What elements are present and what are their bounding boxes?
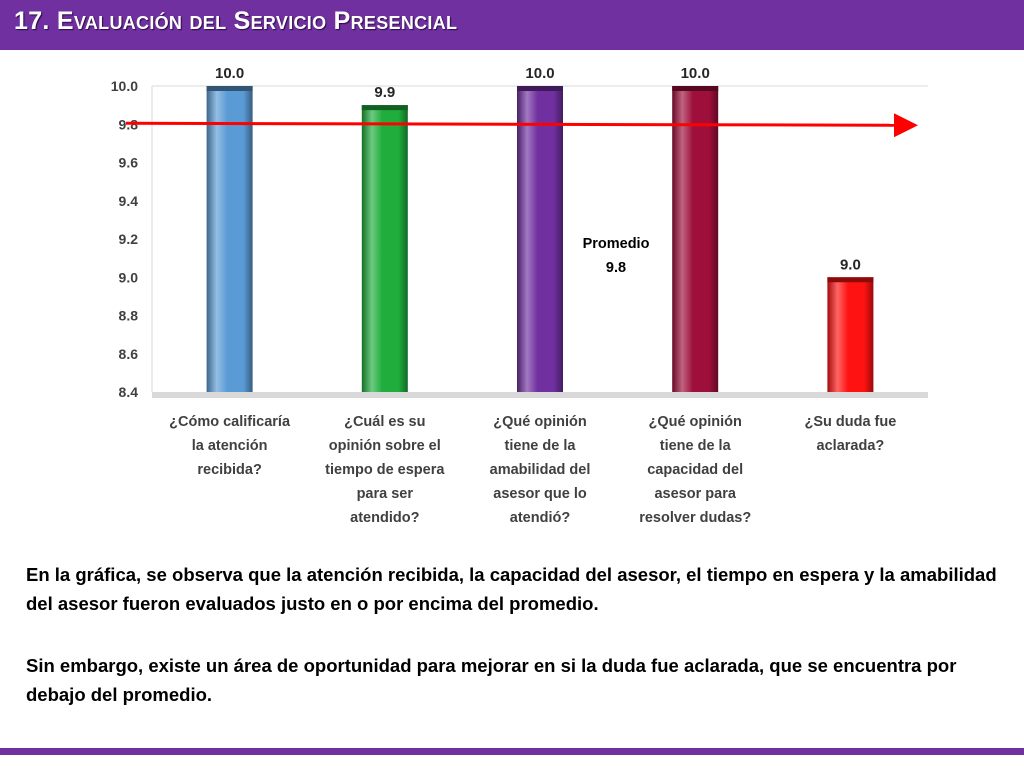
category-label: atendido? bbox=[350, 510, 419, 526]
category-label: aclarada? bbox=[817, 438, 885, 454]
bar-top-edge bbox=[827, 277, 874, 283]
category-label: tiempo de espera bbox=[325, 462, 445, 478]
x-axis-floor bbox=[152, 392, 928, 398]
category-label: tiene de la bbox=[660, 438, 732, 454]
bar bbox=[361, 105, 408, 392]
y-tick-label: 9.4 bbox=[119, 193, 139, 209]
data-label: 10.0 bbox=[681, 65, 710, 82]
body-text: En la gráfica, se observa que la atenció… bbox=[26, 560, 1006, 742]
data-label: 10.0 bbox=[525, 65, 554, 82]
bar bbox=[827, 277, 874, 392]
category-label: ¿Cuál es su bbox=[344, 414, 425, 430]
category-label: atendió? bbox=[510, 510, 571, 526]
y-tick-label: 9.0 bbox=[119, 269, 139, 285]
slide-title: 17. Evaluación del Servicio Presencial bbox=[14, 7, 458, 35]
category-label: asesor para bbox=[654, 486, 736, 502]
bar bbox=[206, 86, 253, 392]
bar bbox=[517, 86, 563, 392]
footer-bar bbox=[0, 748, 1024, 755]
data-label: 9.0 bbox=[840, 256, 861, 273]
category-label: opinión sobre el bbox=[329, 438, 441, 454]
bar-chart: 10.0 9.8 9.6 9.4 9.2 9.0 8.8 8.6 8.4 10.0 ¿Cómo ca… bbox=[111, 65, 928, 526]
title-bar: 17. Evaluación del Servicio Presencial bbox=[0, 0, 1024, 50]
y-tick-label: 8.8 bbox=[119, 308, 139, 324]
y-tick-label: 10.0 bbox=[111, 78, 138, 94]
category-label: amabilidad del bbox=[490, 462, 591, 478]
bar-top-edge bbox=[206, 86, 253, 91]
category-label: capacidad del bbox=[647, 462, 743, 478]
average-annotation: Promedio bbox=[583, 236, 650, 252]
category-label: tiene de la bbox=[505, 438, 577, 454]
category-label: resolver dudas? bbox=[639, 510, 751, 526]
category-label: recibida? bbox=[197, 462, 262, 478]
y-tick-label: 8.6 bbox=[119, 346, 139, 362]
bar-top-edge bbox=[361, 105, 408, 111]
average-annotation: 9.8 bbox=[606, 260, 626, 276]
bar bbox=[672, 86, 719, 392]
paragraph-1: En la gráfica, se observa que la atenció… bbox=[26, 564, 997, 614]
category-label: ¿Cómo calificaría bbox=[169, 414, 291, 430]
bar-top-edge bbox=[672, 86, 719, 91]
y-tick-label: 9.2 bbox=[119, 231, 139, 247]
category-label: ¿Qué opinión bbox=[493, 414, 586, 430]
category-label: ¿Qué opinión bbox=[648, 414, 741, 430]
data-label: 9.9 bbox=[374, 84, 395, 101]
paragraph-2: Sin embargo, existe un área de oportunid… bbox=[26, 655, 957, 705]
y-tick-label: 9.6 bbox=[119, 155, 139, 171]
category-label: ¿Su duda fue bbox=[804, 414, 896, 430]
bar-top-edge bbox=[517, 86, 563, 91]
data-label: 10.0 bbox=[215, 65, 244, 82]
category-label: para ser bbox=[357, 486, 414, 502]
category-label: la atención bbox=[192, 438, 268, 454]
y-tick-label: 8.4 bbox=[119, 384, 139, 400]
average-line bbox=[125, 113, 918, 138]
category-label: asesor que lo bbox=[493, 486, 587, 502]
